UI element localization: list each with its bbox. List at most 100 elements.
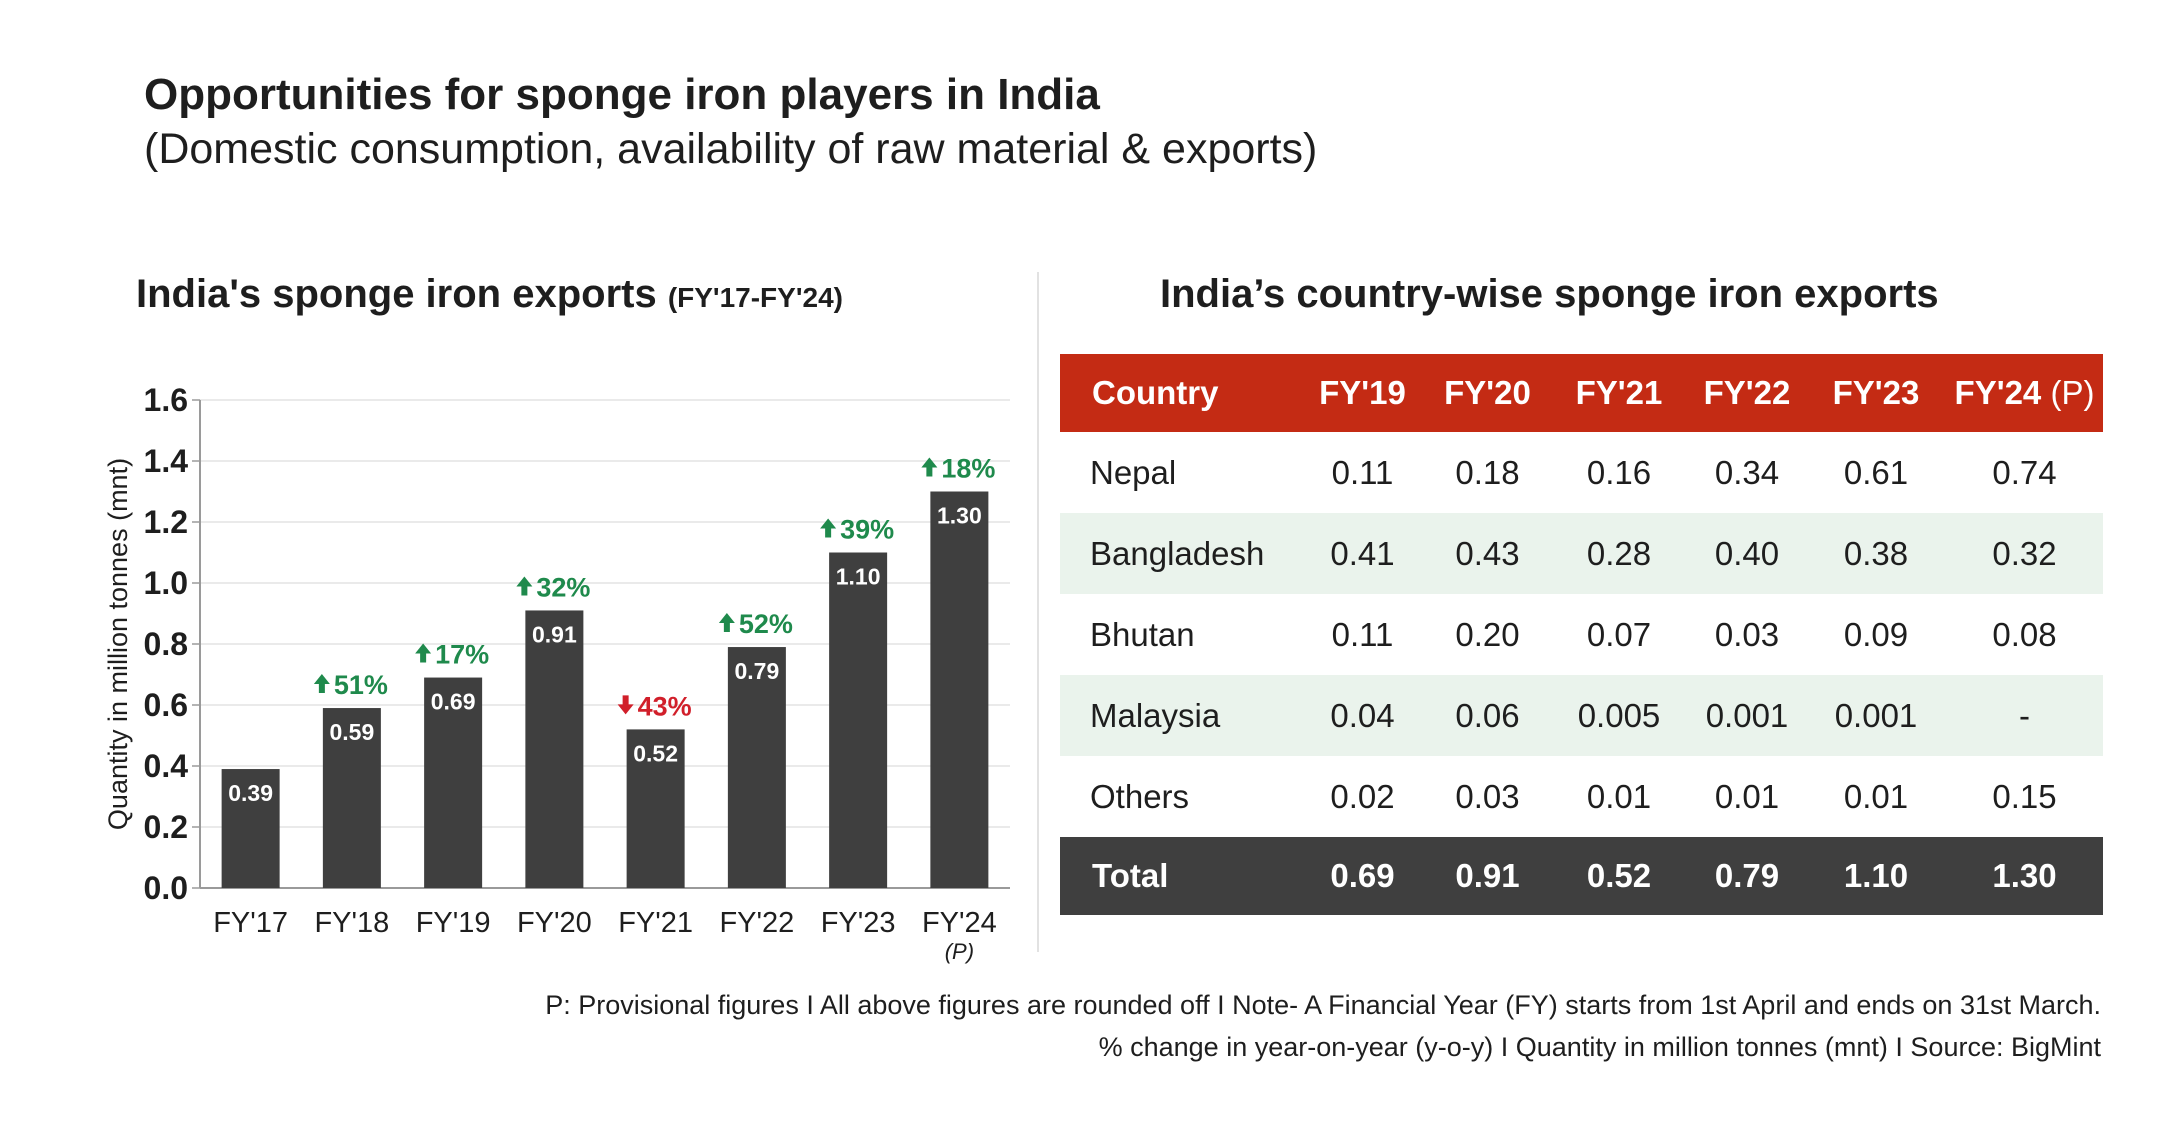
table-row: Bangladesh 0.41 0.43 0.28 0.40 0.38 0.32 — [1060, 513, 2103, 594]
value-cell: 0.40 — [1714, 534, 1780, 572]
bar-value-label: 1.10 — [836, 564, 881, 590]
table-total-row: Total 0.69 0.91 0.52 0.79 1.10 1.30 — [1060, 837, 2103, 915]
column-header-fy22: FY'22 — [1703, 374, 1791, 411]
x-tick-label: FY'20 — [517, 907, 592, 939]
value-cell: 0.01 — [1714, 777, 1780, 815]
y-tick-label: 1.4 — [144, 443, 189, 479]
total-label: Total — [1092, 857, 1169, 894]
x-tick-label: FY'24 — [922, 907, 997, 939]
table-title: India’s country-wise sponge iron exports — [1160, 272, 1939, 316]
country-cell: Bhutan — [1090, 615, 1195, 653]
bar — [626, 729, 685, 888]
page-title: Opportunities for sponge iron players in… — [144, 70, 1100, 119]
bar — [424, 677, 483, 888]
value-cell: 0.01 — [1586, 777, 1652, 815]
bar — [829, 552, 888, 888]
bar-value-label: 0.79 — [734, 658, 779, 684]
country-exports-table: Country FY'19 FY'20 FY'21 FY'22 FY'23 FY… — [1060, 354, 2103, 915]
x-tick-label: FY'19 — [416, 907, 491, 939]
bar-value-label: 0.91 — [532, 621, 577, 647]
bar — [525, 610, 584, 888]
country-cell: Others — [1090, 777, 1190, 815]
column-header-country: Country — [1092, 374, 1219, 411]
value-cell: - — [2019, 696, 2030, 734]
table-header-row: Country FY'19 FY'20 FY'21 FY'22 FY'23 FY… — [1060, 354, 2103, 432]
x-tick-label: FY'21 — [618, 907, 693, 939]
x-tick-label: FY'22 — [719, 907, 794, 939]
value-cell: 0.04 — [1330, 696, 1395, 734]
chart-title: India's sponge iron exports (FY'17-FY'24… — [136, 272, 843, 317]
page-subtitle: (Domestic consumption, availability of r… — [144, 125, 1318, 173]
y-tick-label: 0.2 — [144, 809, 188, 845]
column-header-fy24: FY'24 (P) — [1946, 354, 2103, 432]
bar — [221, 769, 280, 888]
value-cell: 0.15 — [1992, 777, 2057, 815]
column-header-fy21: FY'21 — [1575, 374, 1663, 411]
change-label: 32% — [536, 572, 590, 602]
change-label: 51% — [334, 670, 388, 700]
arrow-up-icon — [718, 613, 735, 633]
provisional-mark: (P) — [2050, 374, 2095, 411]
country-cell: Nepal — [1090, 453, 1177, 491]
bar — [322, 708, 381, 888]
y-tick-label: 0.8 — [144, 626, 188, 662]
change-label: 52% — [739, 609, 793, 639]
column-header-fy19: FY'19 — [1319, 374, 1406, 411]
y-tick-label: 0.0 — [144, 870, 188, 906]
total-cell: 1.10 — [1843, 857, 1909, 894]
bar-value-label: 0.69 — [431, 689, 476, 715]
value-cell: 0.16 — [1586, 453, 1652, 491]
value-cell: 0.18 — [1455, 453, 1520, 491]
country-cell: Bangladesh — [1090, 534, 1265, 572]
total-cell: 0.69 — [1330, 857, 1395, 894]
total-cell: 0.79 — [1714, 857, 1780, 894]
y-tick-label: 1.2 — [144, 504, 188, 540]
value-cell: 0.74 — [1992, 453, 2057, 491]
total-cell: 0.91 — [1455, 857, 1520, 894]
y-tick-label: 0.6 — [144, 687, 188, 723]
value-cell: 0.001 — [1834, 696, 1918, 734]
arrow-down-icon — [617, 695, 634, 715]
bar — [727, 647, 786, 888]
value-cell: 0.11 — [1331, 615, 1394, 653]
value-cell: 0.61 — [1843, 453, 1909, 491]
value-cell: 0.02 — [1330, 777, 1395, 815]
change-label: 39% — [840, 515, 894, 545]
bar-value-label: 1.30 — [937, 503, 982, 529]
value-cell: 0.11 — [1331, 453, 1394, 491]
column-header-fy20: FY'20 — [1444, 374, 1531, 411]
x-tick-label: FY'18 — [314, 907, 389, 939]
value-cell: 0.01 — [1843, 777, 1909, 815]
value-cell: 0.001 — [1705, 696, 1789, 734]
x-tick-label: FY'17 — [213, 907, 288, 939]
value-cell: 0.28 — [1586, 534, 1652, 572]
exports-bar-chart: 0.0 0.2 0.4 0.6 0.8 1.0 1.2 1.4 1.6 Quantity in m… — [103, 382, 1010, 964]
arrow-up-icon — [820, 518, 837, 538]
bar — [930, 491, 989, 888]
table-row: Bhutan 0.11 0.20 0.07 0.03 0.09 0.08 — [1060, 594, 2103, 675]
value-cell: 0.34 — [1714, 453, 1780, 491]
footnote-source: % change in year-on-year (y-o-y) I Quant… — [1098, 1032, 2101, 1062]
y-tick-label: 1.0 — [144, 565, 188, 601]
value-cell: 0.06 — [1455, 696, 1520, 734]
bar-value-label: 0.52 — [633, 740, 678, 766]
value-cell: 0.20 — [1455, 615, 1520, 653]
value-cell: 0.005 — [1577, 696, 1661, 734]
total-cell: 0.52 — [1586, 857, 1652, 894]
table-row: Nepal 0.11 0.18 0.16 0.34 0.61 0.74 — [1060, 432, 2103, 513]
x-tick-note: (P) — [945, 939, 974, 964]
section-divider — [1037, 272, 1039, 952]
x-tick-label: FY'23 — [821, 907, 896, 939]
value-cell: 0.03 — [1714, 615, 1780, 653]
arrow-up-icon — [415, 643, 432, 663]
footnote-notes: P: Provisional figures I All above figur… — [545, 990, 2101, 1020]
change-label: 17% — [435, 640, 489, 670]
arrow-up-icon — [921, 457, 938, 477]
value-cell: 0.08 — [1992, 615, 2057, 653]
country-cell: Malaysia — [1090, 696, 1221, 734]
table-row: Malaysia 0.04 0.06 0.005 0.001 0.001 - — [1060, 675, 2103, 756]
bar-value-label: 0.39 — [228, 780, 273, 806]
value-cell: 0.07 — [1586, 615, 1652, 653]
value-cell: 0.32 — [1992, 534, 2057, 572]
arrow-up-icon — [516, 576, 533, 596]
